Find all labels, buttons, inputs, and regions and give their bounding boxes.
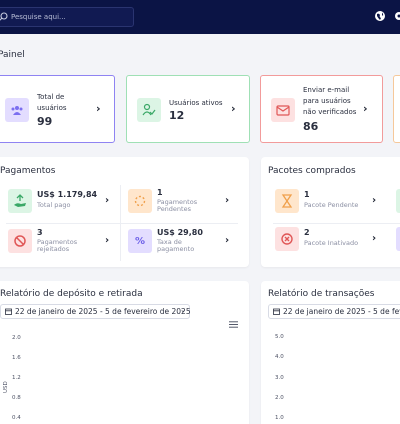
package-label: Pacote Pendente (304, 201, 359, 209)
globe-icon[interactable] (374, 10, 386, 22)
transactions-report-card: Relatório de transações 22 de janeiro de… (261, 281, 400, 424)
stat-value: 12 (169, 109, 185, 122)
transactions-report-title: Relatório de transações (268, 289, 375, 299)
stat-card-partial[interactable] (393, 75, 400, 143)
gear-icon[interactable] (393, 10, 400, 22)
payment-label: Total pago (37, 201, 71, 209)
stat-value: 99 (37, 115, 53, 128)
stat-card-active-users[interactable]: Usuários ativos 12 › (126, 75, 250, 143)
y-axis-unit: USD (3, 381, 9, 393)
chevron-right-icon: › (372, 195, 377, 206)
hand-money-icon (8, 189, 32, 213)
y-tick: 2.0 (275, 395, 284, 401)
top-navbar (0, 0, 400, 34)
payments-card: Pagamentos US$ 1.179,84 Total pago › 1 P… (0, 157, 249, 267)
ban-icon (8, 229, 32, 253)
mail-icon (271, 98, 295, 122)
payment-item-rejected[interactable]: 3 Pagamentos rejeitados › (8, 227, 118, 257)
package-item-partial-icon (396, 227, 400, 251)
date-range-text: 22 de janeiro de 2025 - 5 de fevereiro d… (283, 307, 400, 316)
y-tick: 0.8 (12, 395, 21, 401)
package-item-pending[interactable]: 1 Pacote Pendente › (275, 189, 385, 215)
payment-label: Pagamentos Pendentes (157, 198, 198, 213)
y-tick: 1.6 (12, 355, 21, 361)
y-tick: 2.0 (12, 335, 21, 341)
date-range-picker[interactable]: 22 de janeiro de 2025 - 5 de fevereiro d… (0, 304, 191, 319)
y-tick: 0.4 (12, 415, 21, 421)
packages-title: Pacotes comprados (268, 166, 356, 176)
stat-value: 86 (303, 120, 319, 133)
package-value: 2 (304, 228, 310, 237)
calendar-icon (5, 308, 12, 315)
stat-card-total-users[interactable]: Total de usuários 99 › (0, 75, 115, 143)
search-icon (0, 12, 8, 21)
package-value: 1 (304, 190, 310, 199)
package-label: Pacote Inativado (304, 239, 359, 247)
stat-label: Usuários ativos (169, 99, 223, 107)
packages-card: Pacotes comprados 1 Pacote Pendente › 2 … (261, 157, 400, 267)
y-tick: 1.0 (275, 415, 284, 421)
chevron-down-icon: ⌄ (180, 306, 186, 314)
search-box[interactable] (0, 7, 134, 27)
payment-label: Taxa de pagamento (157, 238, 195, 253)
payment-label: Pagamentos rejeitados (37, 238, 78, 253)
chevron-right-icon: › (225, 235, 230, 246)
stat-label: Total de usuários (37, 93, 67, 112)
divider (6, 223, 238, 224)
chevron-right-icon: › (231, 102, 236, 115)
user-check-icon (137, 98, 161, 122)
payment-value: 1 (157, 188, 163, 197)
chevron-right-icon: › (225, 195, 230, 206)
chevron-right-icon: › (363, 102, 368, 115)
date-range-text: 22 de janeiro de 2025 - 5 de fevereiro d… (15, 307, 191, 316)
y-tick: 5.0 (275, 334, 284, 340)
payment-item-total-paid[interactable]: US$ 1.179,84 Total pago › (8, 189, 118, 215)
chevron-right-icon: › (96, 102, 101, 115)
y-tick: 4.0 (275, 354, 284, 360)
date-range-picker[interactable]: 22 de janeiro de 2025 - 5 de fevereiro d… (268, 304, 400, 319)
payments-title: Pagamentos (0, 166, 56, 176)
search-input[interactable] (11, 10, 126, 24)
x-circle-icon (275, 227, 299, 251)
payment-item-fee[interactable]: % US$ 29,80 Taxa de pagamento › (128, 227, 238, 257)
hourglass-icon (275, 189, 299, 213)
chevron-right-icon: › (372, 233, 377, 244)
page-title: Painel (0, 50, 25, 60)
payment-item-pending[interactable]: 1 Pagamentos Pendentes › (128, 187, 238, 217)
stat-card-unverified-email[interactable]: Enviar e-mail para usuários não verifica… (260, 75, 383, 143)
payment-value: US$ 29,80 (157, 228, 203, 237)
payment-value: 3 (37, 228, 43, 237)
chevron-right-icon: › (105, 235, 110, 246)
percent-icon: % (128, 229, 152, 253)
payment-value: US$ 1.179,84 (37, 190, 98, 199)
package-item-partial-icon (396, 189, 400, 213)
divider (273, 223, 400, 224)
deposit-report-card: Relatório de depósito e retirada 22 de j… (0, 281, 249, 424)
stat-label: Enviar e-mail para usuários não verifica… (303, 86, 357, 116)
chevron-right-icon: › (105, 195, 110, 206)
y-tick: 3.0 (275, 375, 284, 381)
hamburger-menu-icon[interactable] (229, 321, 238, 328)
y-tick: 1.2 (12, 375, 21, 381)
calendar-icon (273, 308, 280, 315)
deposit-report-title: Relatório de depósito e retirada (0, 289, 143, 299)
loading-icon (128, 189, 152, 213)
users-icon (5, 98, 29, 122)
package-item-inactive[interactable]: 2 Pacote Inativado › (275, 227, 385, 253)
